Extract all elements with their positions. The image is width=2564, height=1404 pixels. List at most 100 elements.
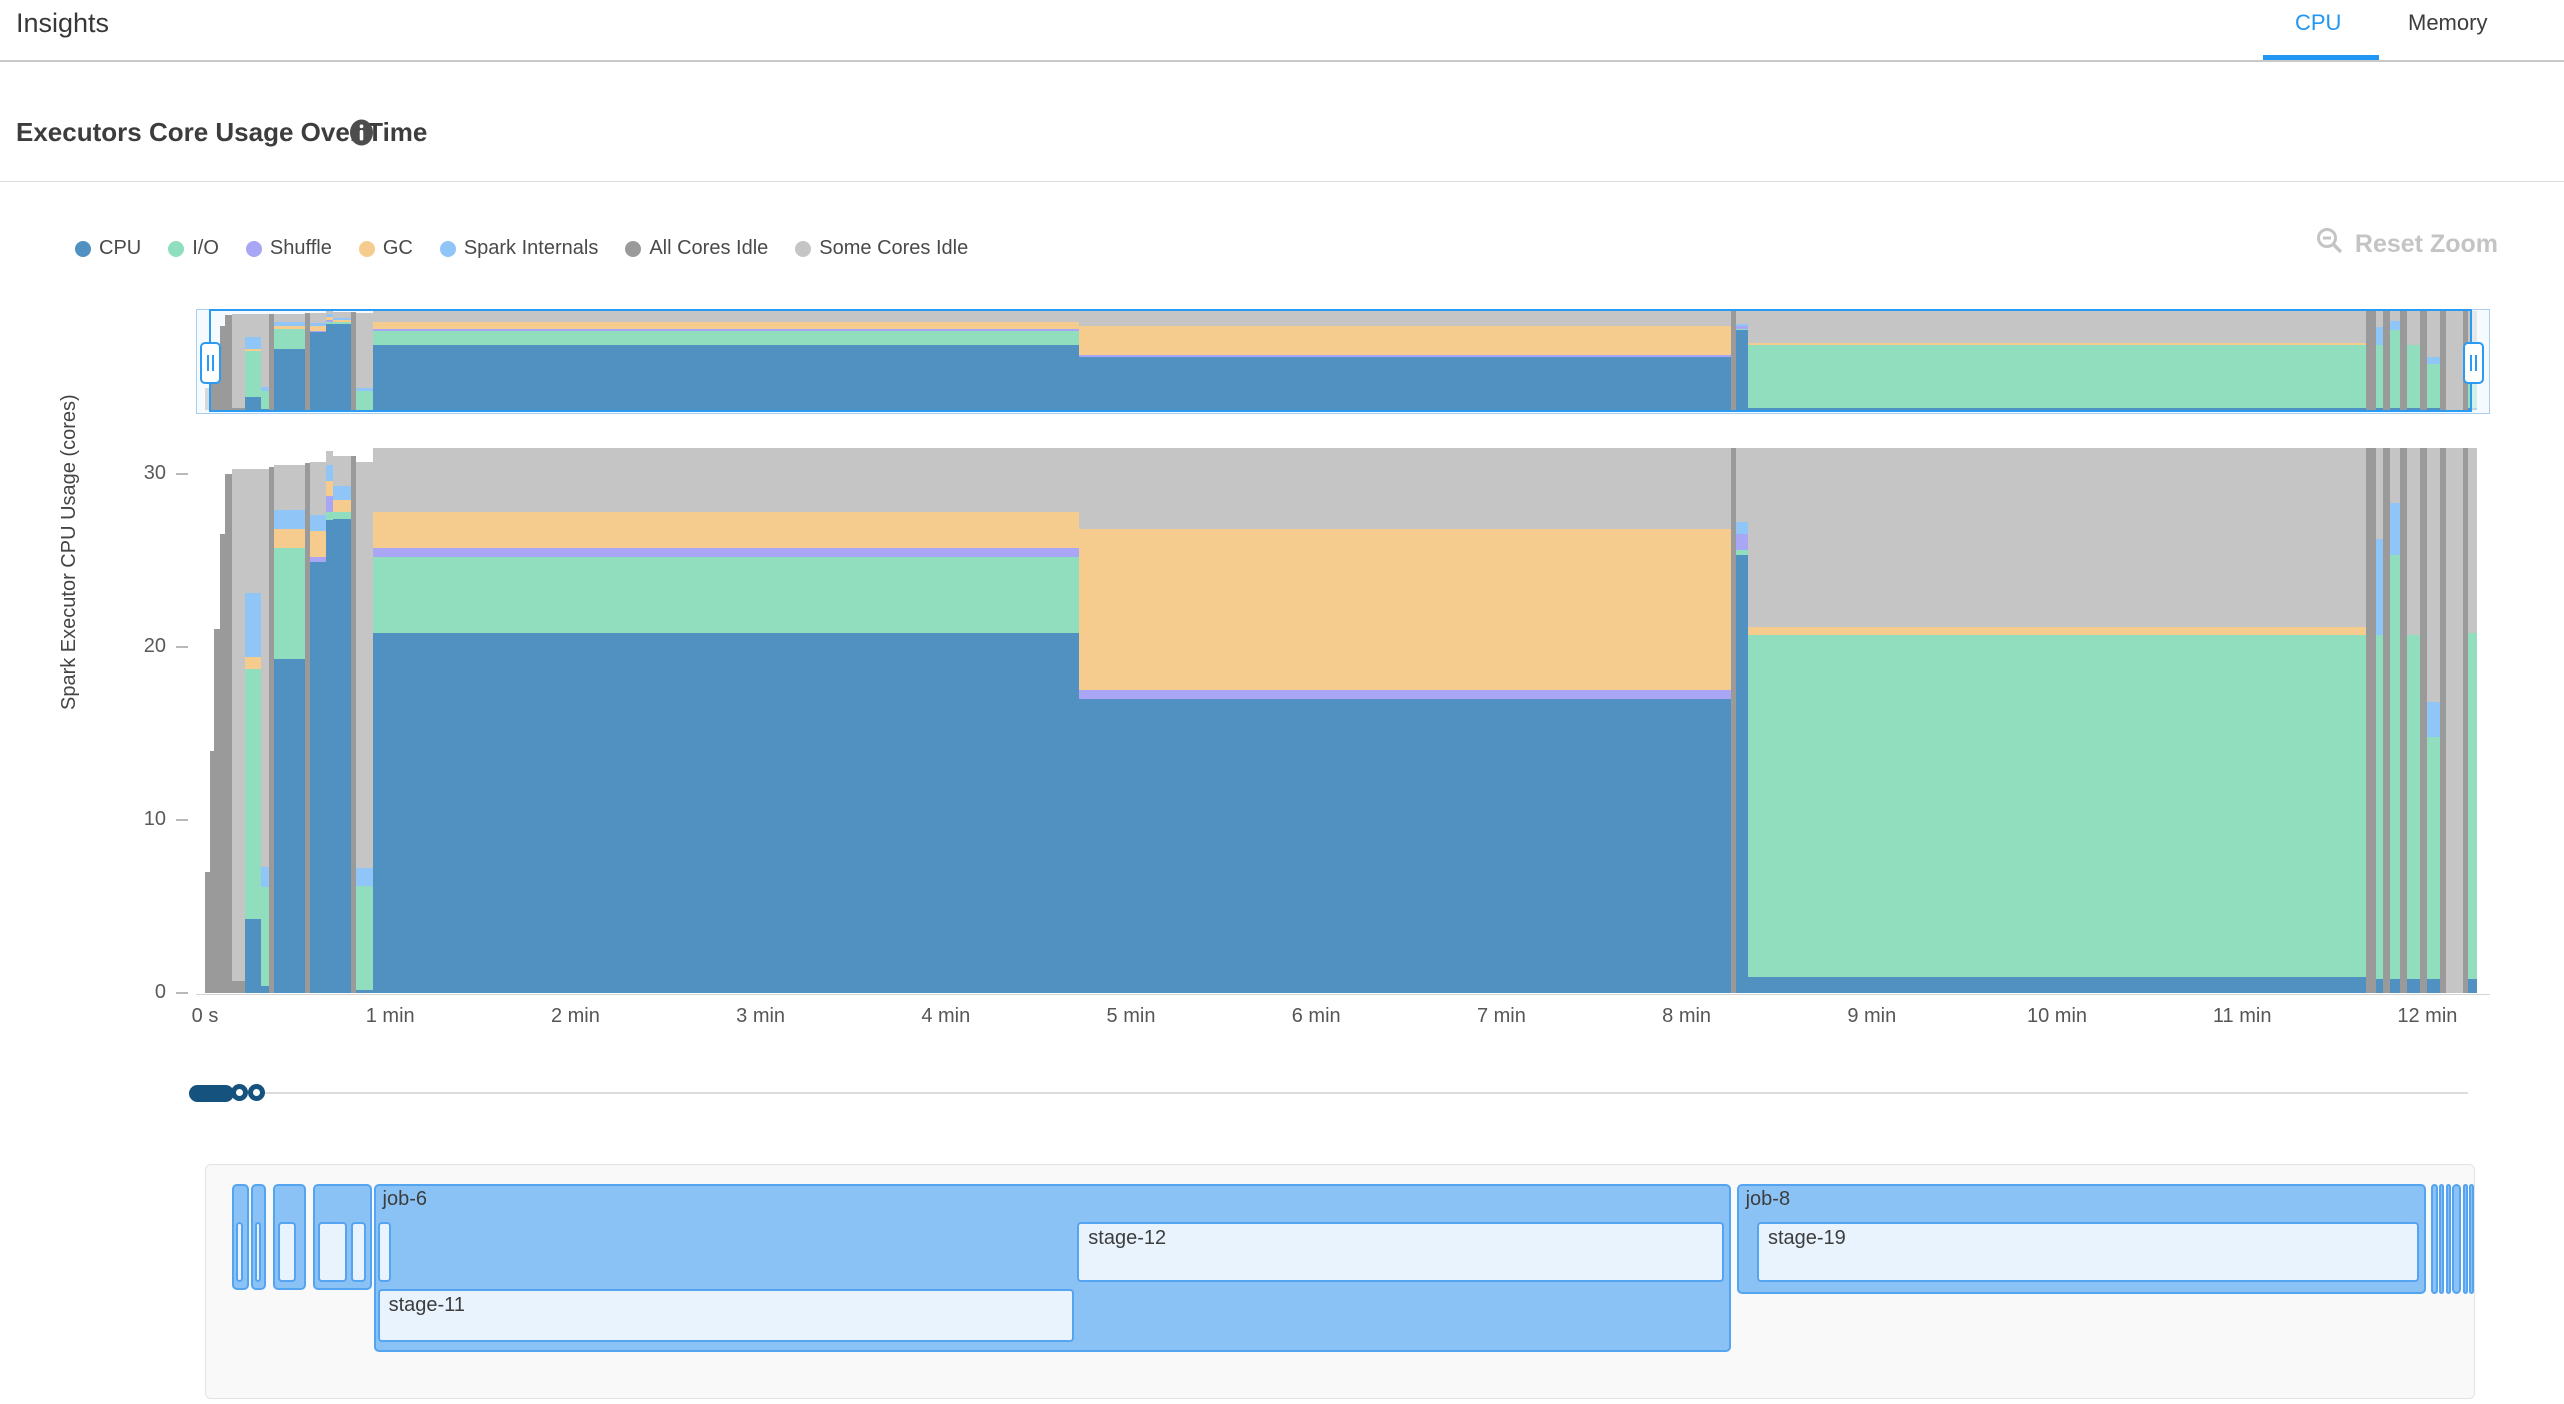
- area-segment-i-o: [2468, 632, 2478, 980]
- main-chart-plot-area[interactable]: [0, 0, 2564, 994]
- area-segment-i-o: [274, 329, 305, 350]
- area-segment-i-o: [2375, 634, 2383, 980]
- area-segment-all-cores-idle: [268, 466, 275, 993]
- area-segment-spark-internals: [274, 510, 305, 530]
- area-segment-cpu: [372, 344, 1080, 411]
- area-segment-i-o: [261, 391, 269, 410]
- area-segment-cpu: [2427, 407, 2441, 411]
- area-segment-spark-internals: [2427, 357, 2441, 364]
- area-segment-some-cores-idle: [274, 465, 305, 511]
- area-segment-i-o: [2407, 634, 2420, 980]
- area-segment-gc: [332, 499, 352, 512]
- legend-item-spark-internals[interactable]: Spark Internals: [439, 237, 598, 260]
- legend-item-shuffle[interactable]: Shuffle: [245, 237, 332, 260]
- area-segment-cpu: [274, 349, 305, 411]
- tab-cpu[interactable]: CPU: [2295, 10, 2342, 35]
- job-bar[interactable]: [2445, 1184, 2451, 1294]
- area-segment-all-cores-idle: [351, 456, 356, 993]
- area-segment-gc: [309, 325, 327, 331]
- area-segment-cpu: [244, 918, 262, 993]
- area-segment-spark-internals: [355, 868, 373, 886]
- area-segment-all-cores-idle: [2440, 310, 2446, 411]
- area-segment-all-cores-idle: [1731, 310, 1736, 411]
- area-segment-spark-internals: [332, 317, 352, 321]
- stage-bar[interactable]: [317, 1222, 347, 1282]
- overview-handle-right[interactable]: [2463, 341, 2484, 384]
- area-segment-all-cores-idle: [305, 463, 310, 993]
- area-segment-i-o: [2390, 555, 2400, 980]
- area-segment-cpu: [274, 658, 305, 993]
- stage-bar[interactable]: [377, 1222, 392, 1282]
- legend-swatch: [245, 240, 262, 257]
- y-tick-mark: [176, 818, 188, 821]
- area-segment-some-cores-idle: [2375, 447, 2383, 540]
- area-segment-all-cores-idle: [231, 408, 245, 411]
- area-segment-cpu: [2375, 979, 2383, 993]
- legend-label: GC: [382, 237, 413, 259]
- area-segment-i-o: [2407, 344, 2420, 408]
- area-segment-gc: [274, 325, 305, 330]
- stage-bar[interactable]: [235, 1222, 244, 1282]
- stage-bar-stage-11[interactable]: stage-11: [377, 1289, 1074, 1342]
- legend-item-cpu[interactable]: CPU: [75, 237, 141, 260]
- y-tick-mark: [176, 472, 188, 475]
- stage-bar[interactable]: [255, 1222, 262, 1282]
- area-segment-some-cores-idle: [1079, 447, 1732, 530]
- area-segment-shuffle: [372, 548, 1080, 557]
- tab-memory[interactable]: Memory: [2408, 10, 2488, 35]
- overview-handle-left[interactable]: [200, 341, 221, 384]
- legend-item-all-cores-idle[interactable]: All Cores Idle: [625, 237, 768, 260]
- legend-item-i-o[interactable]: I/O: [168, 237, 219, 260]
- job-bar[interactable]: [2462, 1184, 2468, 1294]
- area-segment-shuffle: [326, 319, 333, 323]
- area-segment-some-cores-idle: [1747, 447, 2367, 627]
- area-segment-cpu: [244, 396, 262, 411]
- job-bar[interactable]: [2469, 1184, 2475, 1294]
- area-segment-i-o: [372, 556, 1080, 633]
- job-bar[interactable]: [2438, 1184, 2445, 1294]
- info-icon[interactable]: [348, 119, 375, 151]
- area-segment-some-cores-idle: [261, 314, 269, 388]
- area-segment-gc: [332, 320, 352, 323]
- area-segment-some-cores-idle: [231, 468, 245, 981]
- area-segment-some-cores-idle: [2390, 447, 2400, 504]
- stage-bar[interactable]: [350, 1222, 367, 1282]
- stage-bar-stage-12[interactable]: stage-12: [1077, 1222, 1724, 1282]
- legend-item-gc[interactable]: GC: [358, 237, 413, 260]
- job-bar[interactable]: [2431, 1184, 2438, 1294]
- area-segment-some-cores-idle: [355, 313, 373, 388]
- stage-label: stage-11: [388, 1294, 465, 1316]
- zoom-slider-track[interactable]: [205, 1092, 2468, 1094]
- zoom-slider-range[interactable]: [189, 1085, 234, 1102]
- area-segment-some-cores-idle: [332, 456, 352, 486]
- zoom-slider-thumb-right[interactable]: [248, 1084, 265, 1101]
- stage-bar[interactable]: [277, 1222, 296, 1282]
- area-segment-all-cores-idle: [209, 366, 215, 411]
- legend-label: Some Cores Idle: [819, 237, 969, 259]
- area-segment-cpu: [261, 409, 269, 411]
- legend-label: CPU: [99, 237, 142, 259]
- y-tick-label: 30: [143, 461, 166, 484]
- area-segment-spark-internals: [2390, 320, 2400, 331]
- area-segment-all-cores-idle: [219, 534, 226, 993]
- area-segment-gc: [244, 657, 262, 670]
- page-title: Insights: [16, 8, 110, 38]
- job-bar[interactable]: [2451, 1184, 2462, 1294]
- area-segment-i-o: [355, 390, 373, 410]
- area-segment-some-cores-idle: [244, 314, 262, 338]
- area-segment-i-o: [244, 351, 262, 397]
- area-segment-all-cores-idle: [2399, 447, 2408, 993]
- x-tick-label: 4 min: [921, 1005, 971, 1027]
- zoom-slider-thumb-left[interactable]: [231, 1084, 248, 1101]
- area-segment-cpu: [309, 561, 327, 993]
- x-tick-label: 10 min: [2026, 1005, 2088, 1027]
- stage-bar-stage-19[interactable]: stage-19: [1756, 1222, 2420, 1282]
- reset-zoom-button[interactable]: Reset Zoom: [2315, 226, 2498, 263]
- area-segment-gc: [326, 480, 333, 497]
- overview-chart[interactable]: [196, 309, 2488, 412]
- legend-item-some-cores-idle[interactable]: Some Cores Idle: [795, 237, 968, 260]
- section-divider: [0, 181, 2564, 182]
- area-segment-all-cores-idle: [225, 473, 232, 993]
- legend-label: All Cores Idle: [649, 237, 769, 259]
- area-segment-i-o: [332, 511, 352, 519]
